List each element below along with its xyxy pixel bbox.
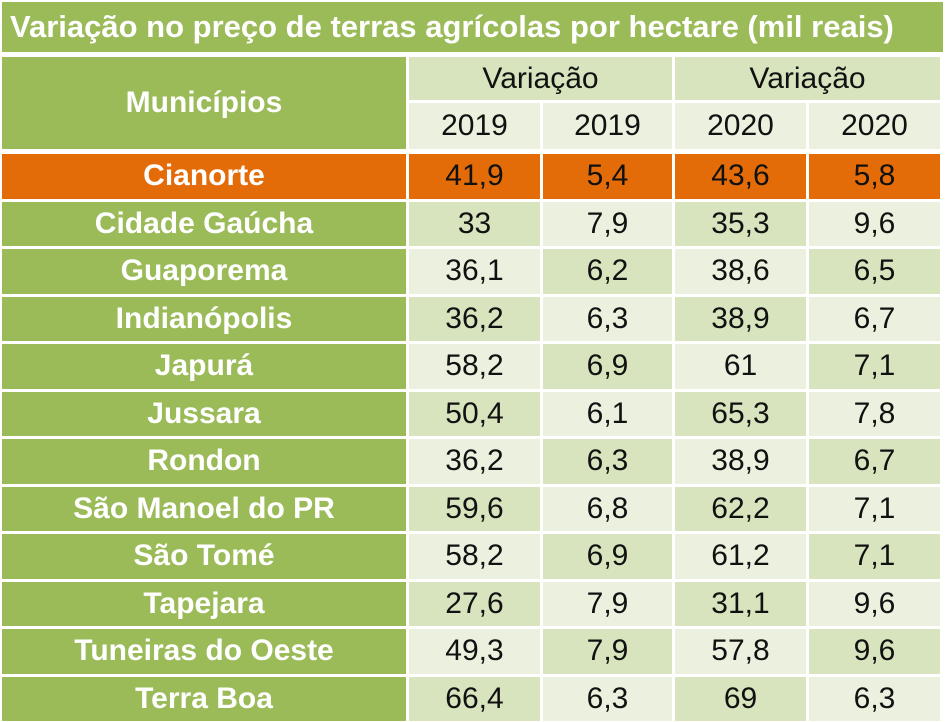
row-value: 50,4 bbox=[409, 391, 540, 436]
header-group-variacao: Variação bbox=[675, 57, 940, 100]
row-municipio: São Manoel do PR bbox=[2, 486, 406, 531]
header-year: 2019 bbox=[409, 103, 540, 149]
row-value: 69 bbox=[675, 676, 806, 721]
row-value: 6,9 bbox=[543, 534, 672, 579]
row-value: 58,2 bbox=[409, 344, 540, 389]
row-value: 58,2 bbox=[409, 534, 540, 579]
table-title: Variação no preço de terras agrícolas po… bbox=[2, 2, 943, 52]
row-value: 6,2 bbox=[543, 249, 672, 294]
row-value: 9,6 bbox=[809, 201, 940, 246]
row-municipio: Jussara bbox=[2, 391, 406, 436]
row-value: 36,2 bbox=[409, 439, 540, 484]
row-value: 7,1 bbox=[809, 534, 940, 579]
row-value: 6,7 bbox=[809, 296, 940, 341]
row-municipio: Rondon bbox=[2, 439, 406, 484]
row-value: 6,7 bbox=[809, 439, 940, 484]
row-municipio: Cidade Gaúcha bbox=[2, 201, 406, 246]
row-municipio: São Tomé bbox=[2, 534, 406, 579]
row-value: 62,2 bbox=[675, 486, 806, 531]
row-value: 61,2 bbox=[675, 534, 806, 579]
header-group-variacao: Variação bbox=[409, 57, 672, 100]
row-value: 41,9 bbox=[409, 154, 540, 199]
row-value: 6,3 bbox=[809, 676, 940, 721]
row-value: 38,6 bbox=[675, 249, 806, 294]
row-value: 65,3 bbox=[675, 391, 806, 436]
row-value: 7,9 bbox=[543, 629, 672, 674]
row-value: 7,8 bbox=[809, 391, 940, 436]
header-year: 2020 bbox=[809, 103, 940, 149]
row-value: 7,1 bbox=[809, 486, 940, 531]
row-value: 36,2 bbox=[409, 296, 540, 341]
row-municipio: Cianorte bbox=[2, 154, 406, 199]
row-value: 66,4 bbox=[409, 676, 540, 721]
row-municipio: Tapejara bbox=[2, 581, 406, 626]
row-municipio: Terra Boa bbox=[2, 676, 406, 721]
row-value: 59,6 bbox=[409, 486, 540, 531]
row-value: 7,9 bbox=[543, 581, 672, 626]
row-value: 57,8 bbox=[675, 629, 806, 674]
row-value: 6,9 bbox=[543, 344, 672, 389]
row-municipio: Tuneiras do Oeste bbox=[2, 629, 406, 674]
row-municipio: Indianópolis bbox=[2, 296, 406, 341]
row-value: 35,3 bbox=[675, 201, 806, 246]
header-municipios: Municípios bbox=[2, 57, 406, 149]
row-value: 43,6 bbox=[675, 154, 806, 199]
row-value: 6,3 bbox=[543, 676, 672, 721]
row-value: 33 bbox=[409, 201, 540, 246]
header-year: 2020 bbox=[675, 103, 806, 149]
row-value: 6,1 bbox=[543, 391, 672, 436]
row-value: 6,8 bbox=[543, 486, 672, 531]
row-value: 36,1 bbox=[409, 249, 540, 294]
row-value: 31,1 bbox=[675, 581, 806, 626]
row-value: 49,3 bbox=[409, 629, 540, 674]
row-value: 38,9 bbox=[675, 296, 806, 341]
row-value: 38,9 bbox=[675, 439, 806, 484]
row-value: 6,3 bbox=[543, 439, 672, 484]
row-value: 6,3 bbox=[543, 296, 672, 341]
row-municipio: Guaporema bbox=[2, 249, 406, 294]
row-value: 61 bbox=[675, 344, 806, 389]
row-value: 9,6 bbox=[809, 629, 940, 674]
row-value: 5,8 bbox=[809, 154, 940, 199]
header-year: 2019 bbox=[543, 103, 672, 149]
row-municipio: Japurá bbox=[2, 344, 406, 389]
row-value: 7,9 bbox=[543, 201, 672, 246]
row-value: 6,5 bbox=[809, 249, 940, 294]
row-value: 27,6 bbox=[409, 581, 540, 626]
row-value: 9,6 bbox=[809, 581, 940, 626]
row-value: 5,4 bbox=[543, 154, 672, 199]
row-value: 7,1 bbox=[809, 344, 940, 389]
